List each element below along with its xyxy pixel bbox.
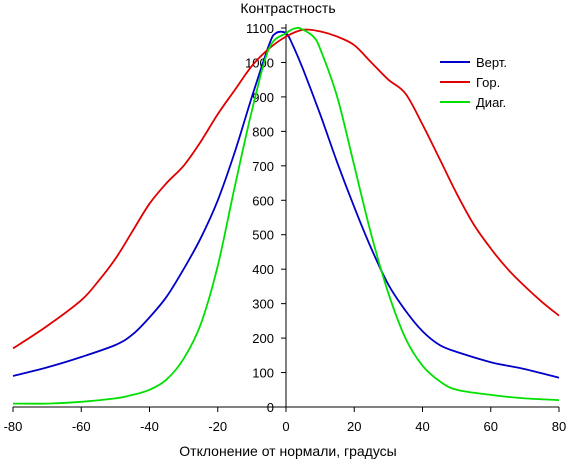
x-tick-label: -20 xyxy=(208,419,227,434)
y-tick-label: 1100 xyxy=(246,21,274,36)
legend-item-horizontal: Гор. xyxy=(440,75,500,90)
y-tick-label: 0 xyxy=(267,400,274,415)
x-tick-label: 20 xyxy=(347,419,361,434)
x-tick-label: 0 xyxy=(282,419,289,434)
axes: -80 -60 -40 -20 0 20 40 60 800100200300400500600… xyxy=(4,21,567,434)
series-layer xyxy=(12,26,560,405)
x-tick-label: 80 xyxy=(552,419,566,434)
x-tick-label: 60 xyxy=(484,419,498,434)
x-tick-label: -60 xyxy=(72,419,91,434)
legend-item-vertical: Верт. xyxy=(440,55,507,70)
x-tick-label: -40 xyxy=(140,419,159,434)
legend-label: Верт. xyxy=(476,55,507,70)
y-tick-label: 800 xyxy=(252,124,274,139)
y-tick-label: 400 xyxy=(252,262,274,277)
legend-item-diagonal: Диаг. xyxy=(440,95,506,110)
y-tick-label: 900 xyxy=(252,90,274,105)
x-axis-title: Отклонение от нормали, градусы xyxy=(179,443,396,459)
x-tick-label: 40 xyxy=(415,419,429,434)
legend-label: Гор. xyxy=(476,75,500,90)
y-axis-title: Контрастность xyxy=(240,0,335,16)
y-tick-label: 500 xyxy=(252,228,274,243)
y-tick-label: 700 xyxy=(252,159,274,174)
y-tick-label: 100 xyxy=(252,366,274,381)
x-tick-label: -80 xyxy=(4,419,23,434)
y-tick-label: 300 xyxy=(252,297,274,312)
y-tick-label: 200 xyxy=(252,331,274,346)
legend-label: Диаг. xyxy=(476,95,506,110)
y-tick-label: 600 xyxy=(252,193,274,208)
series-diagonal-line xyxy=(12,26,560,405)
legend: Верт. Гор. Диаг. xyxy=(440,55,507,110)
